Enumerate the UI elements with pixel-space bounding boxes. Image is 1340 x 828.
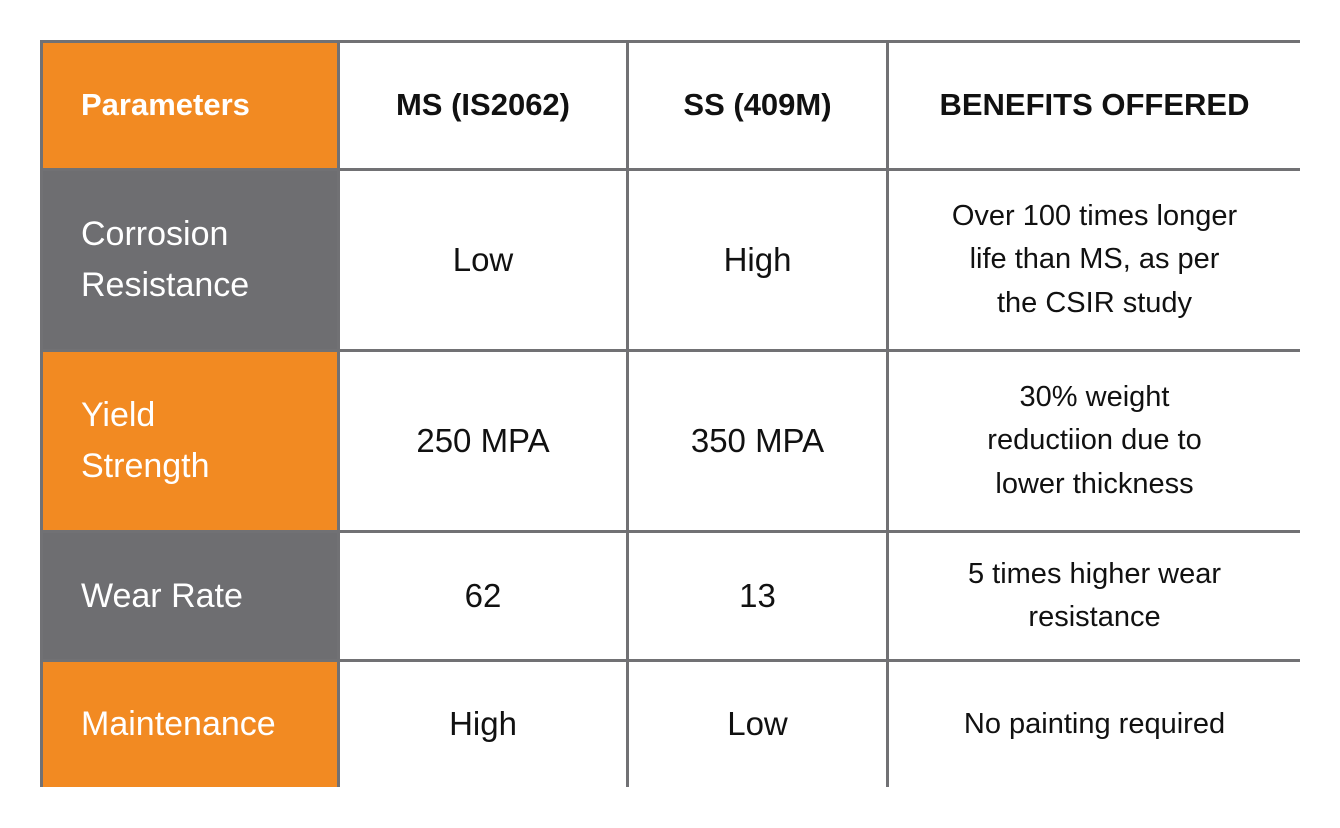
row-wear-parameter: Wear Rate xyxy=(43,533,337,659)
row-wear-benefit: 5 times higher wear resistance xyxy=(889,533,1300,659)
row-wear-ms: 62 xyxy=(340,533,626,659)
row-corrosion-ms: Low xyxy=(340,171,626,349)
row-maintenance-ms: High xyxy=(340,662,626,787)
row-maintenance-parameter: Maintenance xyxy=(43,662,337,787)
comparison-table: Parameters MS (IS2062) SS (409M) BENEFIT… xyxy=(40,40,1300,787)
row-corrosion-parameter: Corrosion Resistance xyxy=(43,171,337,349)
row-yield-parameter: Yield Strength xyxy=(43,352,337,530)
header-benefits: BENEFITS OFFERED xyxy=(889,43,1300,168)
row-corrosion-ss: High xyxy=(629,171,886,349)
row-maintenance-ss: Low xyxy=(629,662,886,787)
row-yield-ss: 350 MPA xyxy=(629,352,886,530)
row-maintenance-benefit: No painting required xyxy=(889,662,1300,787)
row-corrosion-benefit: Over 100 times longer life than MS, as p… xyxy=(889,171,1300,349)
row-yield-benefit: 30% weight reductiion due to lower thick… xyxy=(889,352,1300,530)
row-wear-ss: 13 xyxy=(629,533,886,659)
row-yield-ms: 250 MPA xyxy=(340,352,626,530)
header-ms: MS (IS2062) xyxy=(340,43,626,168)
header-parameters: Parameters xyxy=(43,43,337,168)
header-ss: SS (409M) xyxy=(629,43,886,168)
